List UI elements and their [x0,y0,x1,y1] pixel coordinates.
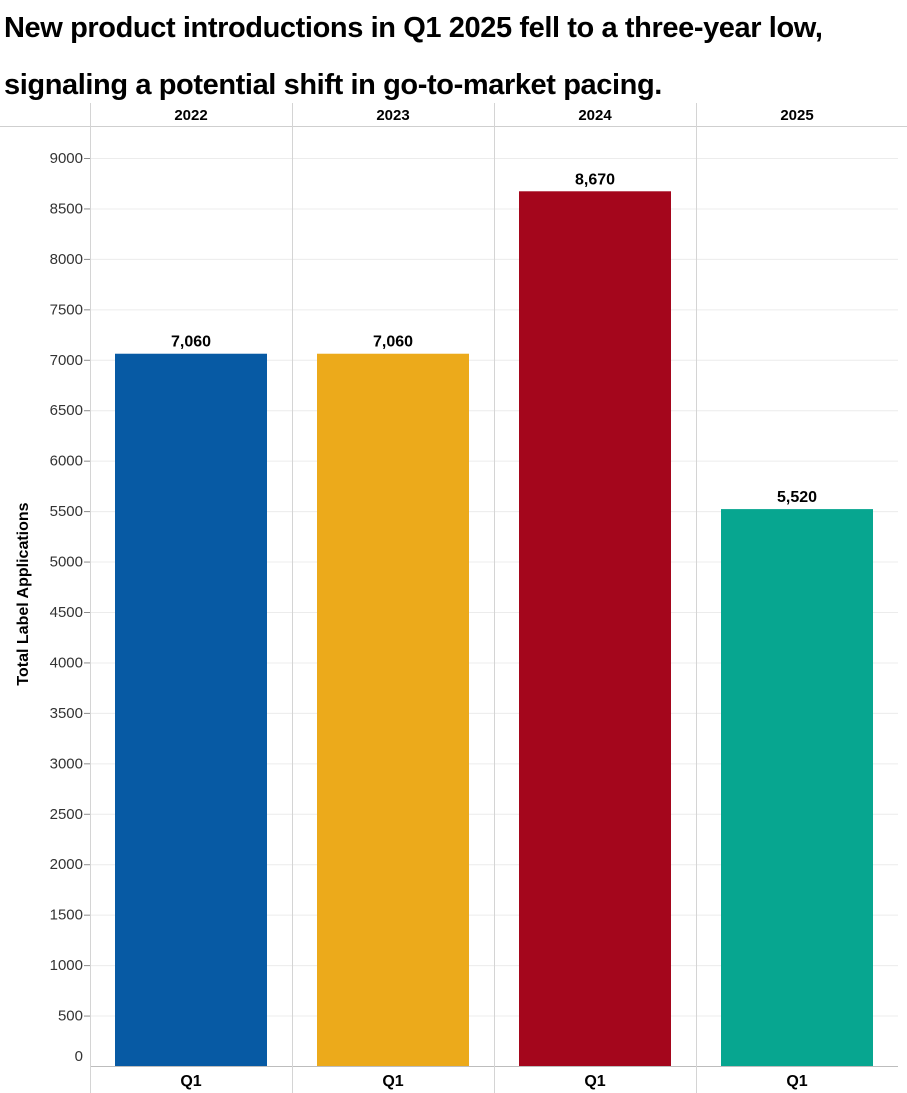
x-tick-label-2024: Q1 [584,1073,605,1090]
x-tick-label-2022: Q1 [180,1073,201,1090]
y-tick-label-6500: 6500 [50,402,83,419]
data-label-2023: 7,060 [373,334,413,351]
y-tick-label-8000: 8000 [50,251,83,268]
y-tick-label-5500: 5500 [50,503,83,520]
panel-frame [0,103,907,1093]
panel-header-2022: 2022 [174,107,207,124]
labels: Total Label Applications 2022 7,060 Q1 2023 7… [15,107,817,1090]
y-axis: 0 500 1000 1500 2000 2500 3000 3500 4000 4500 5000… [50,150,90,1065]
bar-2025-Q1 [721,509,873,1066]
y-tick-label-1500: 1500 [50,907,83,924]
bar-2023-Q1 [317,353,469,1066]
y-tick-label-6000: 6000 [50,453,83,470]
y-tick-label-7500: 7500 [50,301,83,318]
bar-2024-Q1 [519,191,671,1066]
y-tick-label-3000: 3000 [50,755,83,772]
x-tick-label-2023: Q1 [382,1073,403,1090]
chart-title-line-2: signaling a potential shift in go-to-mar… [4,69,662,101]
panel-header-2023: 2023 [376,107,409,124]
y-tick-label-5000: 5000 [50,554,83,571]
panel-header-2024: 2024 [578,107,612,124]
y-tick-label-3500: 3500 [50,705,83,722]
y-tick-label-7000: 7000 [50,352,83,369]
panel-header-2025: 2025 [780,107,813,124]
y-tick-label-4500: 4500 [50,604,83,621]
y-tick-label-2500: 2500 [50,806,83,823]
chart-title: New product introductions in Q1 2025 fel… [4,0,907,114]
y-tick-label-4000: 4000 [50,654,83,671]
y-tick-label-500: 500 [58,1008,83,1025]
chart-title-line-1: New product introductions in Q1 2025 fel… [4,12,823,44]
y-tick-label-2000: 2000 [50,856,83,873]
y-axis-title: Total Label Applications [15,502,32,685]
x-tick-label-2025: Q1 [786,1073,807,1090]
y-tick-label-9000: 9000 [50,150,83,167]
data-label-2022: 7,060 [171,334,211,351]
y-tick-label-1000: 1000 [50,957,83,974]
y-tick-label-8500: 8500 [50,200,83,217]
bar-2022-Q1 [115,353,267,1066]
data-label-2025: 5,520 [777,489,817,506]
data-label-2024: 8,670 [575,171,615,188]
bars [115,191,873,1066]
y-tick-label-0: 0 [75,1048,83,1065]
